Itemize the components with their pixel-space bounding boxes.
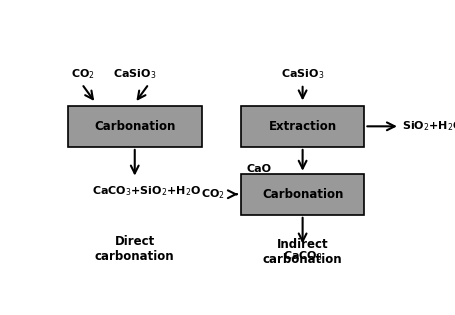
Text: Indirect
carbonation: Indirect carbonation (262, 238, 342, 266)
Text: Extraction: Extraction (268, 120, 336, 133)
Text: CaO: CaO (246, 164, 270, 174)
Text: CO$_2$: CO$_2$ (71, 67, 95, 81)
FancyBboxPatch shape (240, 174, 364, 215)
Text: Carbonation: Carbonation (261, 188, 343, 201)
Text: CaSiO$_3$: CaSiO$_3$ (113, 67, 156, 81)
Text: CO$_2$: CO$_2$ (200, 187, 224, 201)
Text: CaCO$_3$+SiO$_2$+H$_2$O: CaCO$_3$+SiO$_2$+H$_2$O (92, 184, 202, 198)
FancyBboxPatch shape (67, 106, 202, 147)
Text: CaSiO$_3$: CaSiO$_3$ (280, 67, 324, 81)
Text: SiO$_2$+H$_2$O: SiO$_2$+H$_2$O (401, 119, 455, 133)
Text: Direct
carbonation: Direct carbonation (95, 235, 174, 263)
Text: Carbonation: Carbonation (94, 120, 175, 133)
Text: CaCO$_3$: CaCO$_3$ (282, 249, 322, 263)
FancyBboxPatch shape (240, 106, 364, 147)
